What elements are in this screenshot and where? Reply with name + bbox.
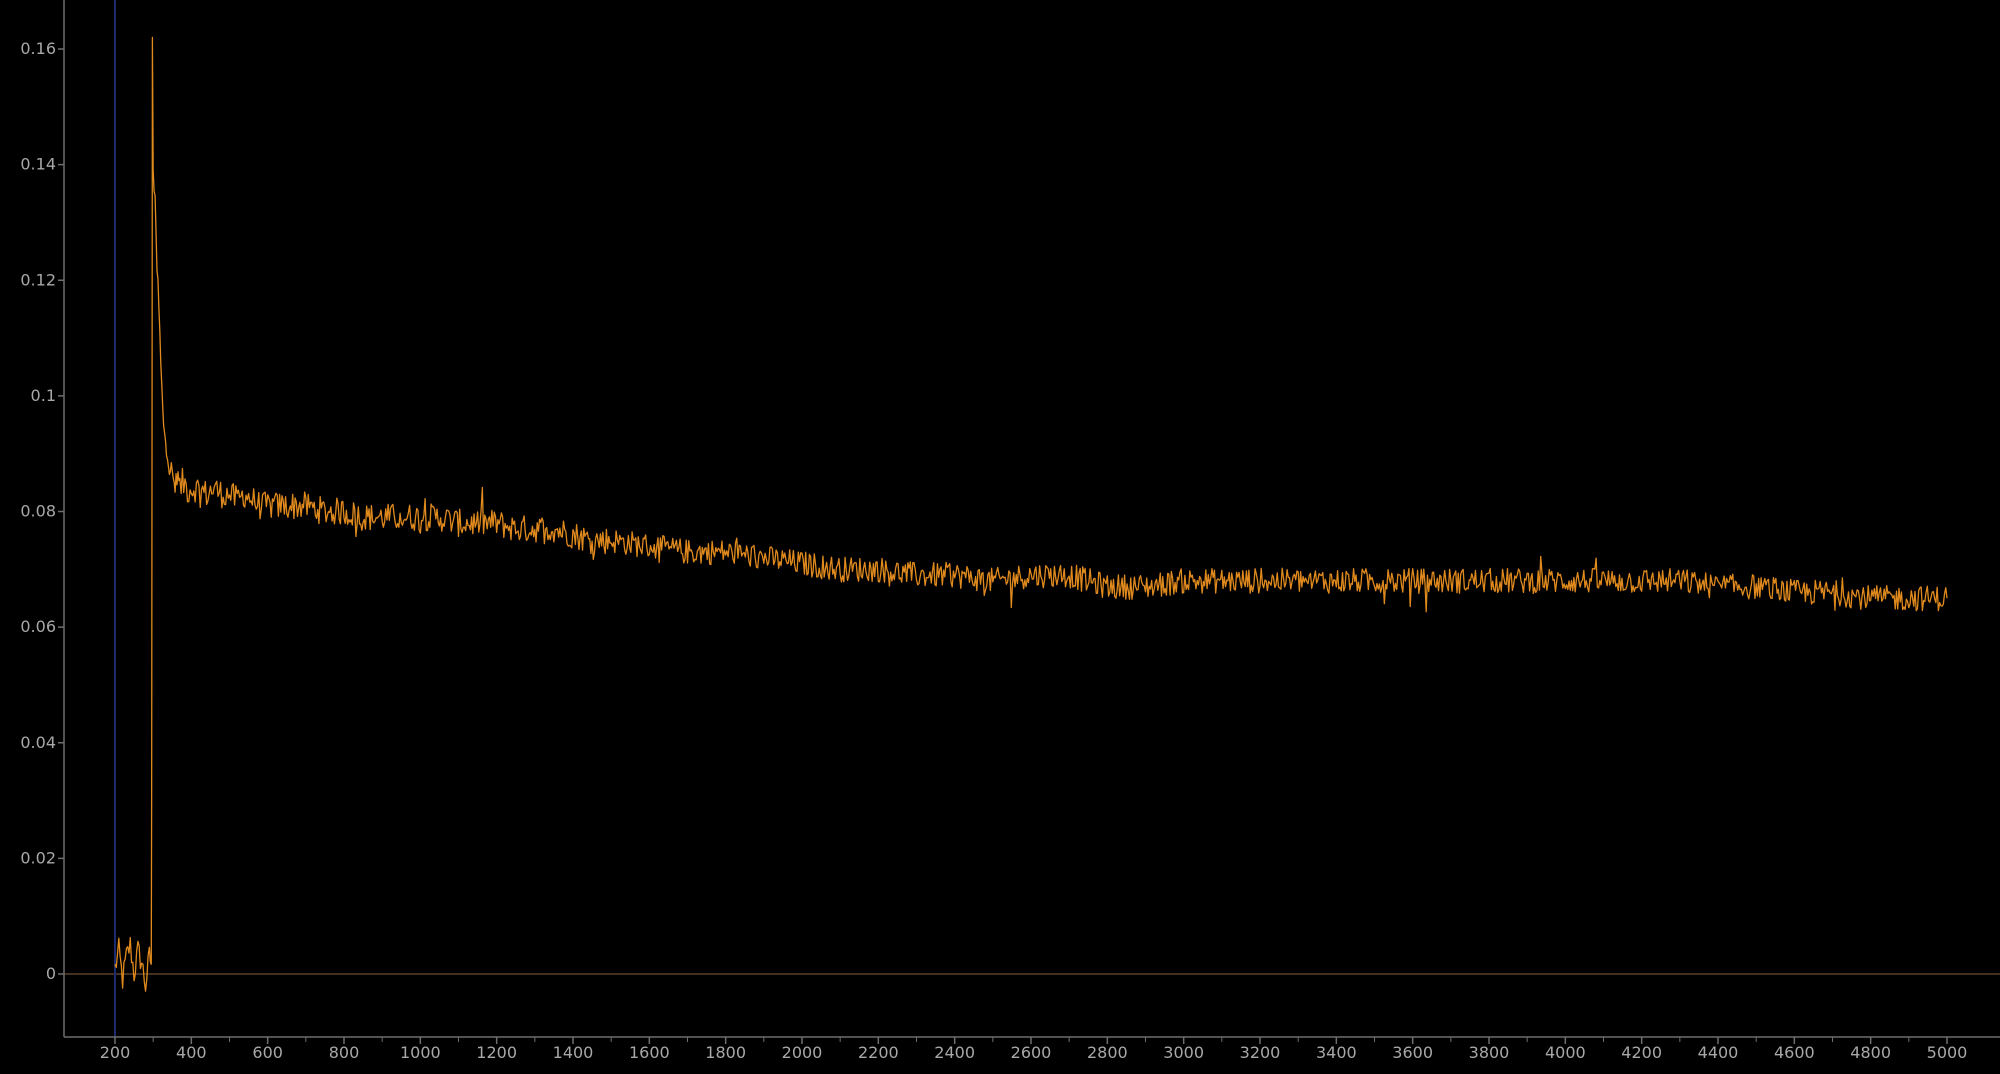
y-tick-label: 0.04 <box>20 733 56 752</box>
x-tick-label: 1800 <box>705 1043 746 1062</box>
x-tick-label: 4000 <box>1545 1043 1586 1062</box>
x-tick-label: 400 <box>176 1043 207 1062</box>
x-tick-label: 200 <box>100 1043 131 1062</box>
x-tick-label: 1000 <box>400 1043 441 1062</box>
x-tick-label: 2800 <box>1087 1043 1128 1062</box>
x-tick-label: 2200 <box>858 1043 899 1062</box>
x-tick-label: 3200 <box>1240 1043 1281 1062</box>
x-tick-label: 800 <box>329 1043 360 1062</box>
y-tick-label: 0.02 <box>20 848 56 867</box>
y-tick-label: 0 <box>46 964 56 983</box>
x-tick-label: 4200 <box>1621 1043 1662 1062</box>
series-line <box>114 36 1948 992</box>
x-tick-label: 4600 <box>1774 1043 1815 1062</box>
y-tick-label: 0.1 <box>31 386 56 405</box>
x-tick-label: 2000 <box>782 1043 823 1062</box>
x-tick-label: 1600 <box>629 1043 670 1062</box>
x-tick-label: 5000 <box>1927 1043 1968 1062</box>
y-tick-label: 0.08 <box>20 502 56 521</box>
x-tick-label: 1200 <box>476 1043 517 1062</box>
x-tick-label: 3600 <box>1392 1043 1433 1062</box>
x-tick-label: 600 <box>252 1043 283 1062</box>
x-tick-label: 3400 <box>1316 1043 1357 1062</box>
x-tick-label: 4800 <box>1850 1043 1891 1062</box>
x-tick-label: 2600 <box>1011 1043 1052 1062</box>
x-tick-label: 4400 <box>1698 1043 1739 1062</box>
y-tick-label: 0.14 <box>20 155 56 174</box>
y-tick-label: 0.16 <box>20 39 56 58</box>
y-tick-label: 0.06 <box>20 617 56 636</box>
x-tick-label: 2400 <box>934 1043 975 1062</box>
x-tick-label: 3800 <box>1469 1043 1510 1062</box>
y-tick-label: 0.12 <box>20 270 56 289</box>
x-tick-label: 1400 <box>553 1043 594 1062</box>
x-tick-label: 3000 <box>1163 1043 1204 1062</box>
